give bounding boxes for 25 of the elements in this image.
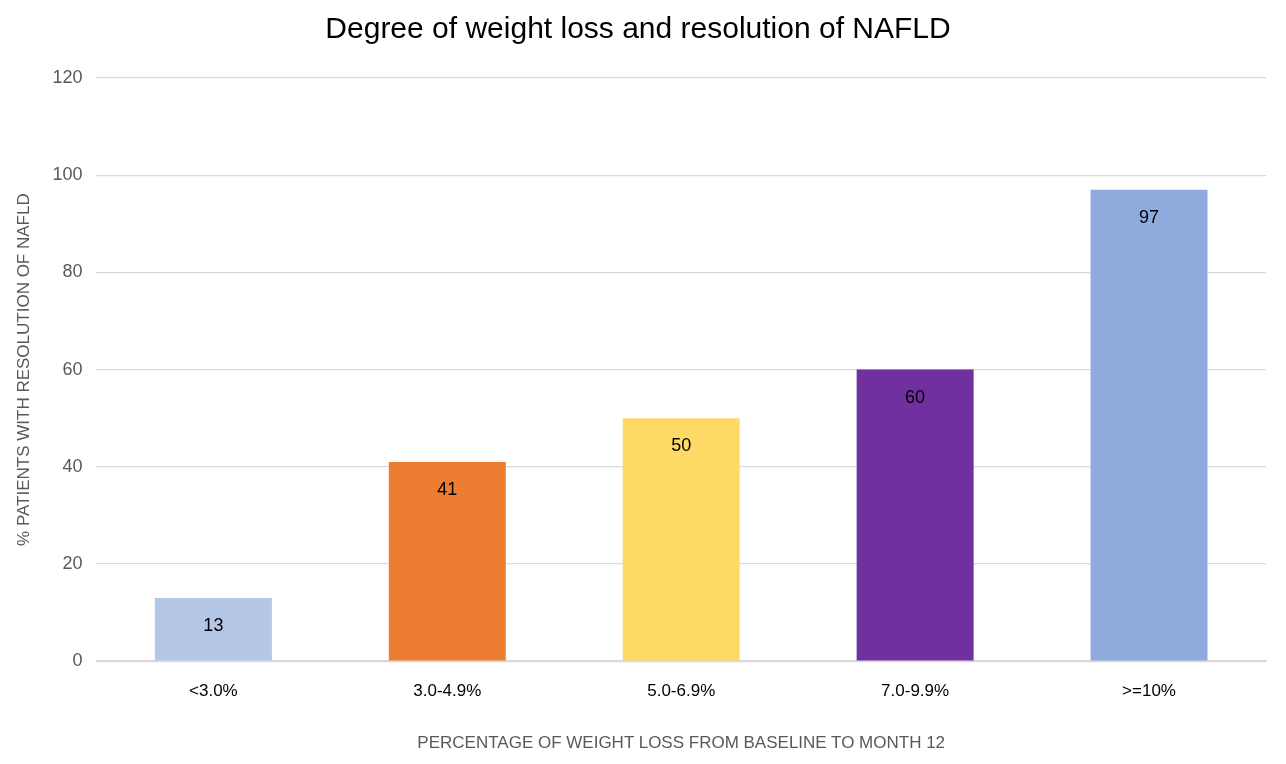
y-tick-label: 100 xyxy=(52,164,83,185)
y-axis-title: % PATIENTS WITH RESOLUTION OF NAFLD xyxy=(13,193,33,546)
bar xyxy=(388,461,506,661)
y-tick-label: 40 xyxy=(62,455,83,476)
chart-title: Degree of weight loss and resolution of NAFLD xyxy=(325,11,951,45)
y-tick-label: 120 xyxy=(52,66,83,87)
bar xyxy=(856,369,974,661)
bar xyxy=(622,418,740,661)
x-tick-label: 5.0-6.9% xyxy=(647,681,716,701)
y-tick-label: 0 xyxy=(72,650,83,671)
x-tick-label: 7.0-9.9% xyxy=(881,681,950,701)
data-label: 97 xyxy=(1139,206,1160,227)
y-tick-label: 20 xyxy=(62,552,83,573)
x-axis-title: PERCENTAGE OF WEIGHT LOSS FROM BASELINE TO MONTH 12 xyxy=(417,733,946,753)
x-tick-label: <3.0% xyxy=(189,681,238,701)
x-tick-label: >=10% xyxy=(1122,681,1176,701)
data-label: 60 xyxy=(905,386,926,407)
bar xyxy=(154,598,272,661)
data-label: 50 xyxy=(671,435,692,456)
y-tick-label: 60 xyxy=(62,358,83,379)
data-label: 41 xyxy=(437,478,458,499)
x-tick-label: 3.0-4.9% xyxy=(413,681,482,701)
y-tick-label: 80 xyxy=(62,261,83,282)
bar xyxy=(1090,189,1208,661)
data-label: 13 xyxy=(203,614,224,635)
